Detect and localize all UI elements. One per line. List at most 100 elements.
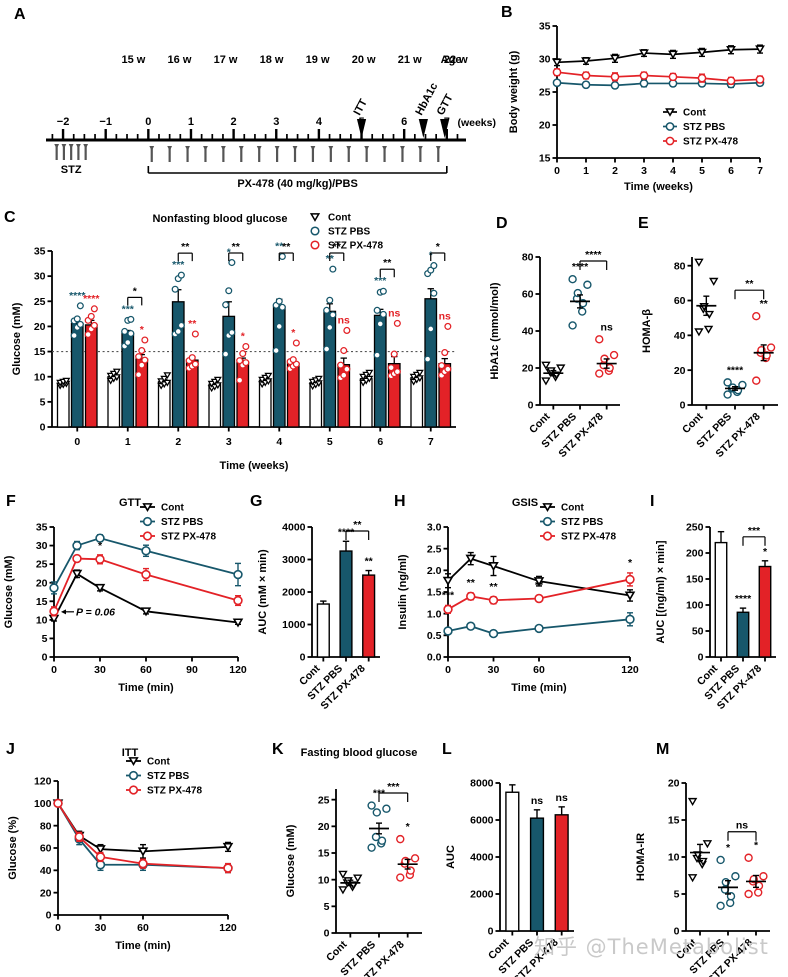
svg-text:25: 25 xyxy=(318,794,330,806)
svg-text:0: 0 xyxy=(528,400,534,412)
svg-text:***: *** xyxy=(172,259,185,271)
svg-text:STZ PX-478: STZ PX-478 xyxy=(161,532,216,543)
svg-text:6: 6 xyxy=(377,436,383,448)
svg-text:*: * xyxy=(241,331,246,343)
svg-text:Cont: Cont xyxy=(328,213,351,224)
svg-text:Time (weeks): Time (weeks) xyxy=(624,181,693,193)
svg-text:20: 20 xyxy=(36,577,48,589)
svg-text:30: 30 xyxy=(539,54,551,66)
svg-text:120: 120 xyxy=(229,664,247,676)
svg-text:−1: −1 xyxy=(99,116,112,128)
svg-text:21 w: 21 w xyxy=(398,54,422,66)
svg-text:1000: 1000 xyxy=(282,619,306,631)
svg-text:*: * xyxy=(628,557,633,569)
svg-text:60: 60 xyxy=(533,664,545,676)
panel-l: L 0 2000 4000 6000 8000 AUC Cont STZ PBS STZ PX-… xyxy=(438,725,598,977)
svg-text:30: 30 xyxy=(34,271,46,283)
svg-text:GTT: GTT xyxy=(435,92,456,117)
panel-l-letter: L xyxy=(442,741,452,758)
svg-text:STZ PBS: STZ PBS xyxy=(147,771,190,782)
svg-text:2.5: 2.5 xyxy=(427,543,442,555)
svg-text:**: ** xyxy=(282,241,291,253)
svg-text:6000: 6000 xyxy=(470,815,494,827)
svg-text:35: 35 xyxy=(539,21,551,33)
svg-text:5: 5 xyxy=(699,165,705,177)
panel-j-chart: 0 20 40 60 80 100 120 0 30 60 120 Time (min) Glucose… xyxy=(7,757,237,952)
svg-text:20 w: 20 w xyxy=(352,54,376,66)
svg-text:*: * xyxy=(133,285,138,297)
svg-text:ns: ns xyxy=(439,310,451,322)
svg-text:20: 20 xyxy=(40,887,52,899)
svg-text:15: 15 xyxy=(34,346,46,358)
svg-text:5: 5 xyxy=(327,436,333,448)
svg-text:40: 40 xyxy=(40,865,52,877)
panel-f-letter: F xyxy=(6,493,16,510)
svg-text:30: 30 xyxy=(488,664,500,676)
svg-text:Glucose (mM): Glucose (mM) xyxy=(11,302,23,375)
svg-text:2.0: 2.0 xyxy=(427,565,442,577)
svg-text:3: 3 xyxy=(226,436,232,448)
svg-text:Cont: Cont xyxy=(147,757,170,768)
svg-text:0: 0 xyxy=(445,664,451,676)
svg-text:Insulin (ng/ml): Insulin (ng/ml) xyxy=(397,554,409,629)
svg-text:**: ** xyxy=(188,318,197,330)
svg-text:30: 30 xyxy=(94,664,106,676)
svg-text:*: * xyxy=(763,546,768,558)
svg-text:AUC [(ng/ml) × min]: AUC [(ng/ml) × min] xyxy=(655,540,667,643)
svg-text:****: **** xyxy=(69,290,86,302)
svg-text:**: ** xyxy=(383,257,392,269)
svg-text:1: 1 xyxy=(188,116,194,128)
svg-text:20: 20 xyxy=(668,778,680,790)
svg-text:100: 100 xyxy=(686,600,704,612)
svg-text:**: ** xyxy=(353,519,362,531)
panel-e: E 0 20 40 60 80 HOMA-β Cont STZ PBS STZ PX-478 **… xyxy=(630,205,788,475)
panel-k-title: Fasting blood glucose xyxy=(300,747,418,759)
svg-text:****: **** xyxy=(83,293,100,305)
svg-text:22 w: 22 w xyxy=(444,54,468,66)
svg-text:35: 35 xyxy=(34,246,46,258)
svg-text:*: * xyxy=(140,324,145,336)
svg-text:0: 0 xyxy=(40,422,46,434)
svg-text:0: 0 xyxy=(51,664,57,676)
svg-text:****: **** xyxy=(735,593,752,605)
svg-text:HbA1c (mmol/mol): HbA1c (mmol/mol) xyxy=(489,282,501,380)
svg-text:30: 30 xyxy=(36,540,48,552)
panel-h-title: GSIS xyxy=(511,497,539,509)
svg-text:0.5: 0.5 xyxy=(427,630,442,642)
svg-text:120: 120 xyxy=(621,664,639,676)
svg-text:ns: ns xyxy=(388,307,400,319)
svg-text:**: ** xyxy=(760,298,769,310)
panel-f: F GTT 0 5 10 15 20 25 30 35 0 30 60 90 120 Time (min)… xyxy=(0,485,270,725)
svg-text:0: 0 xyxy=(300,652,306,664)
panel-i: I 0 50 100 150 200 250 AUC [(ng/ml) × min] Cont… xyxy=(648,485,788,725)
svg-text:**: ** xyxy=(467,577,476,589)
watermark: 知乎 @TheMetabolist xyxy=(534,935,769,959)
svg-text:*: * xyxy=(98,540,103,552)
svg-text:AUC: AUC xyxy=(445,845,457,869)
svg-text:0: 0 xyxy=(55,922,61,934)
svg-text:−2: −2 xyxy=(57,116,70,128)
panel-c: C Nonfasting blood glucose 0 5 10 15 20 25 30 3… xyxy=(0,205,480,475)
svg-text:20: 20 xyxy=(522,363,534,375)
svg-text:7: 7 xyxy=(428,436,434,448)
panel-b-letter: B xyxy=(501,4,513,21)
svg-text:4: 4 xyxy=(276,436,282,448)
svg-text:****: **** xyxy=(585,249,602,261)
svg-text:10: 10 xyxy=(34,371,46,383)
svg-text:STZ PBS: STZ PBS xyxy=(161,517,204,528)
svg-text:25: 25 xyxy=(34,296,46,308)
svg-text:STZ PX-478: STZ PX-478 xyxy=(561,532,616,543)
svg-text:3: 3 xyxy=(641,165,647,177)
svg-text:7: 7 xyxy=(757,165,763,177)
svg-text:6: 6 xyxy=(728,165,734,177)
svg-text:**: ** xyxy=(333,241,342,253)
svg-text:5: 5 xyxy=(674,889,680,901)
svg-text:15: 15 xyxy=(318,848,330,860)
panel-a-letter: A xyxy=(14,6,26,23)
svg-text:16 w: 16 w xyxy=(168,54,192,66)
svg-text:19 w: 19 w xyxy=(306,54,330,66)
svg-text:**: ** xyxy=(181,241,190,253)
